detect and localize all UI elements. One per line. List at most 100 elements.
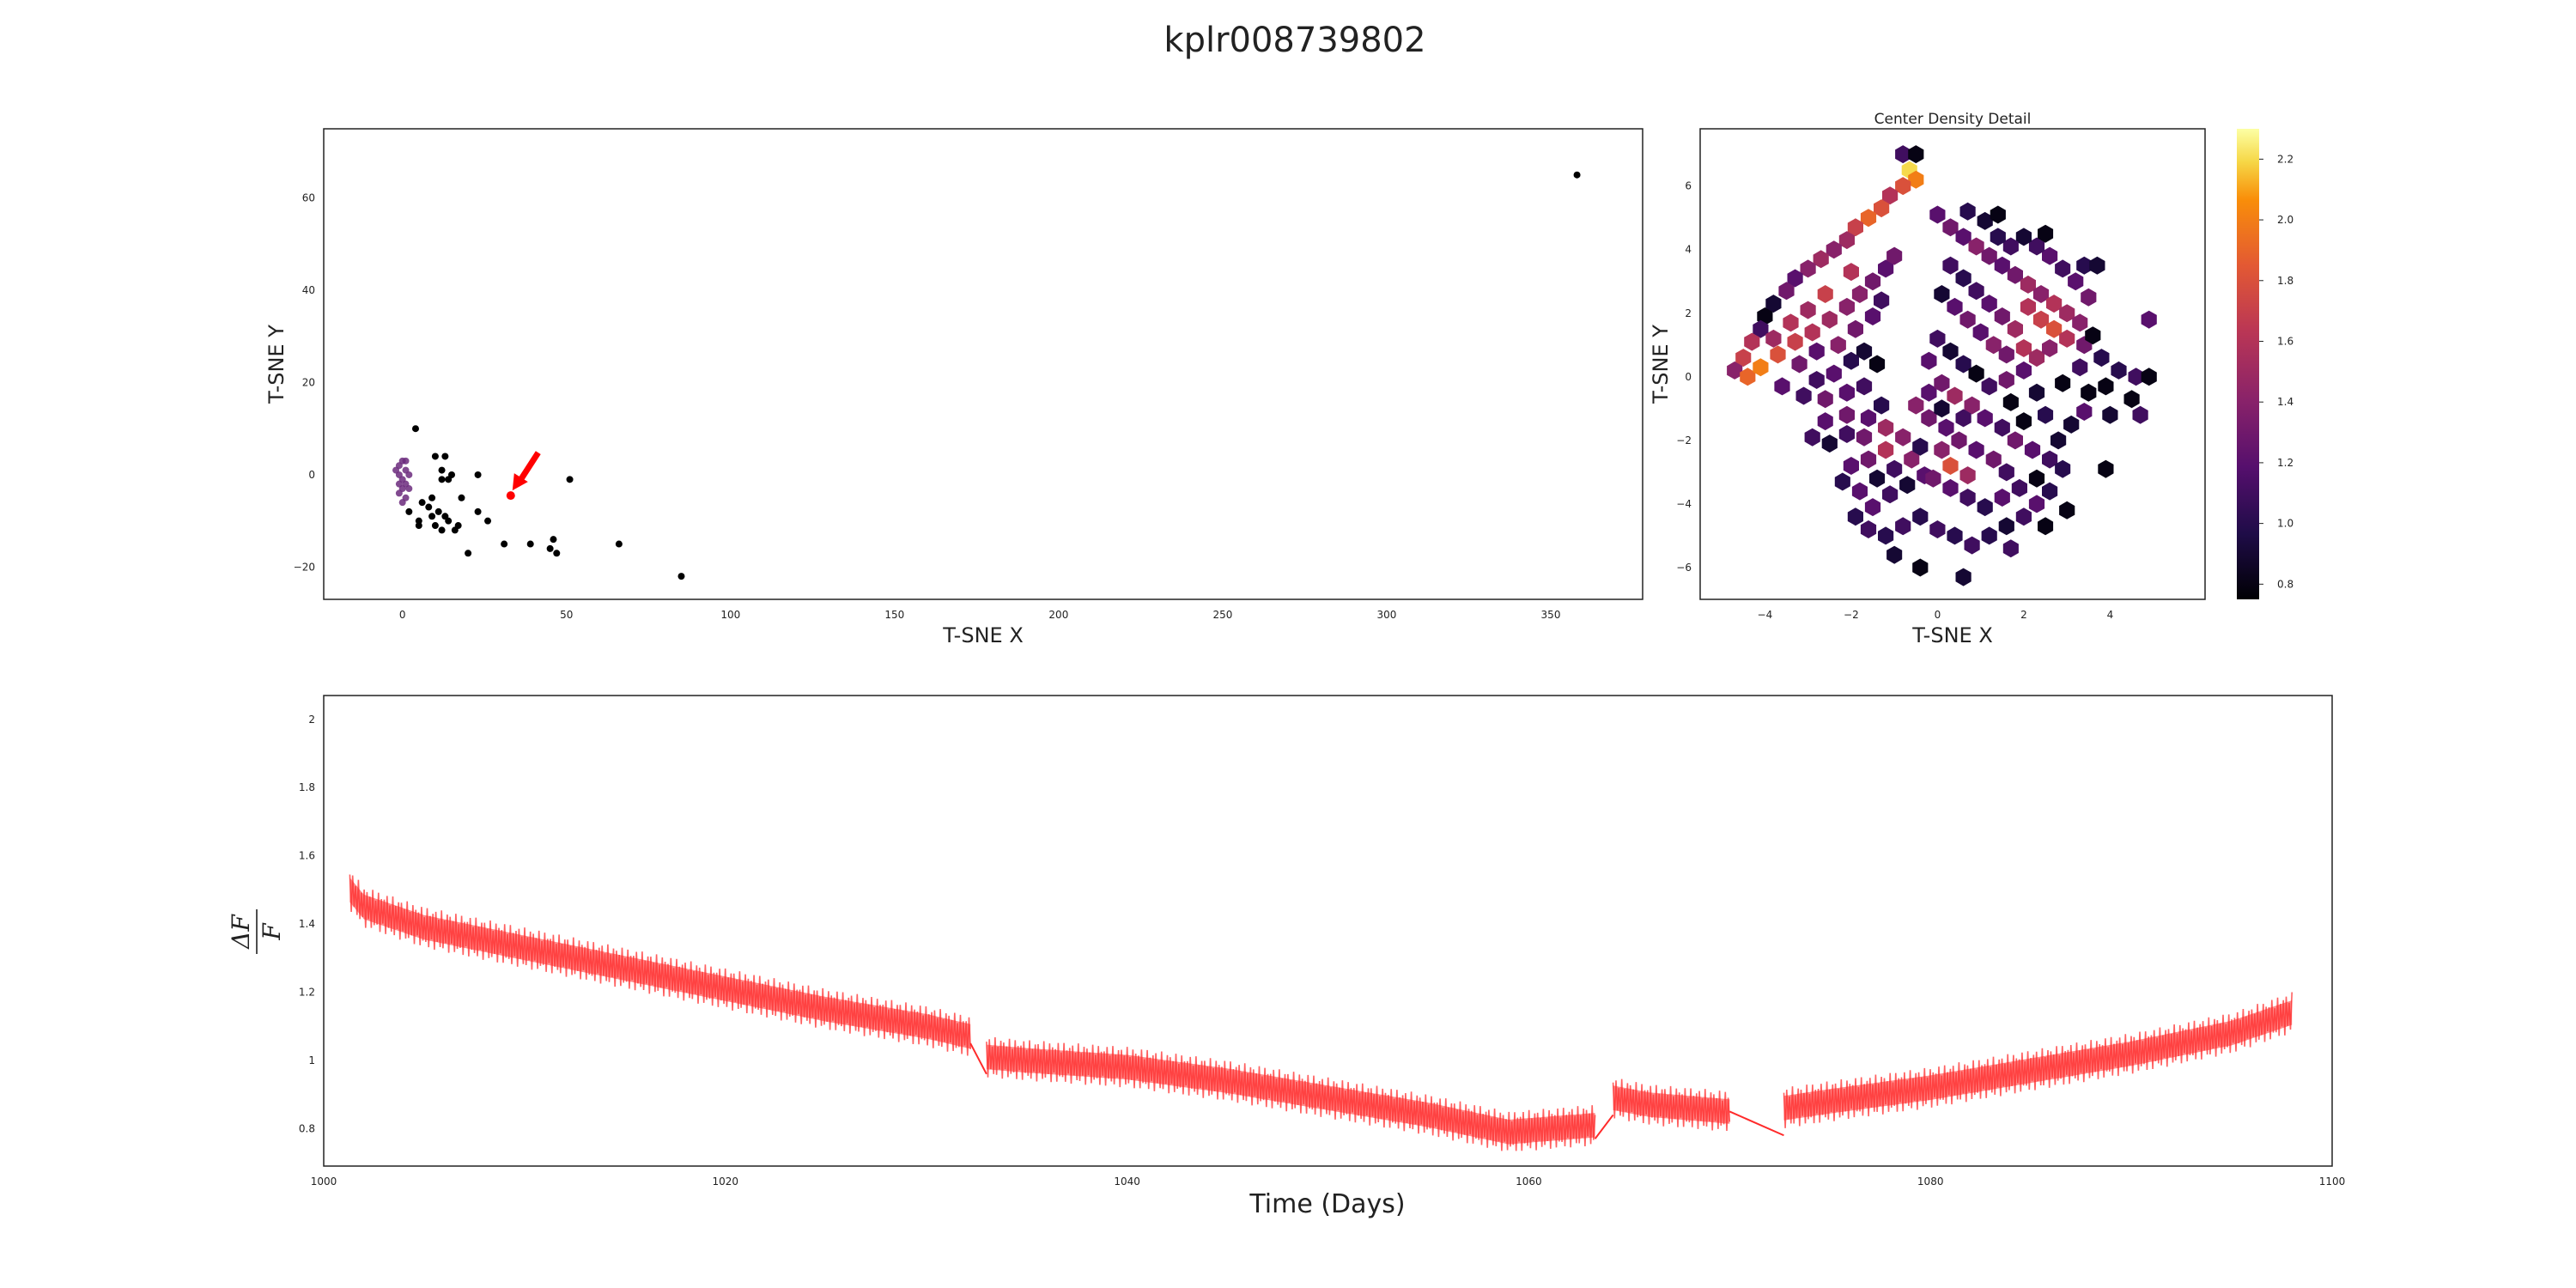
hexbin-cell xyxy=(2015,228,2032,246)
hexbin-cell xyxy=(2072,358,2088,377)
hexbin-cell xyxy=(1856,377,1873,396)
x-tick-label: 1000 xyxy=(311,1176,337,1188)
hexbin-cell xyxy=(2076,256,2093,275)
hexbin-cell xyxy=(1964,396,1980,415)
x-tick-label: 2 xyxy=(2020,609,2027,621)
hexbin-cell xyxy=(2089,256,2105,275)
hexbin-cell xyxy=(2123,390,2140,409)
y-tick-label: 1.4 xyxy=(299,918,315,930)
hexbin-cell xyxy=(1981,526,1997,545)
hexbin-cell xyxy=(1795,386,1812,405)
hexbin-cell xyxy=(2068,272,2084,291)
y-tick-label: 60 xyxy=(302,192,315,204)
hexbin-cell xyxy=(1994,489,2010,507)
hexbin-cell xyxy=(1942,256,1959,275)
hexbin-cell xyxy=(1990,205,2006,224)
hexbin-cell xyxy=(1800,301,1816,319)
tsne-overview-ticks: 0 50 100 150 200 250 300 350 −20 0 20 40 60 xyxy=(294,192,1561,621)
tsne-point xyxy=(411,425,419,433)
x-tick-label: 250 xyxy=(1212,609,1232,621)
hexbin-cell xyxy=(1864,498,1881,517)
tsne-point xyxy=(615,540,623,548)
hexbin-cell xyxy=(1753,319,1769,338)
hexbin-cell xyxy=(1934,374,1950,392)
hexbin-cell xyxy=(1838,405,1855,424)
hexbin-cell xyxy=(1955,269,1971,288)
tsne-point xyxy=(677,573,685,580)
colorbar xyxy=(2237,129,2259,599)
tsne-point xyxy=(484,517,492,525)
hexbin-cell xyxy=(1981,246,1997,265)
light-curve-ylabel: ΔF F xyxy=(227,909,286,954)
light-curve-series xyxy=(349,874,2293,1151)
density-inset-point xyxy=(405,485,413,493)
hexbin-cell xyxy=(2042,450,2058,469)
tsne-point xyxy=(526,540,534,548)
hexbin-cell xyxy=(2024,440,2041,459)
hexbin-cell xyxy=(2007,431,2023,450)
hexbin-cell xyxy=(1874,291,1890,310)
tsne-point xyxy=(434,507,442,515)
hexbin-cell xyxy=(1998,517,2014,536)
x-tick-label: 4 xyxy=(2107,609,2114,621)
hexbin-cell xyxy=(1765,329,1782,348)
hexbin-cell xyxy=(2059,304,2075,323)
tsne-point xyxy=(428,513,436,520)
hexbin-cell xyxy=(1959,489,1976,507)
x-tick-label: −2 xyxy=(1844,609,1859,621)
hexbin-cell xyxy=(1874,199,1890,218)
y-tick-label: 1.8 xyxy=(299,781,315,793)
hexbin-cell xyxy=(2055,374,2071,392)
hexbin-cell xyxy=(1968,440,1984,459)
hexbin-cell xyxy=(1864,307,1881,325)
hexbin-cell xyxy=(1744,332,1760,351)
hexbin-cell xyxy=(1869,469,1886,488)
hexbin-cell xyxy=(1727,361,1743,380)
x-tick-label: 1100 xyxy=(2319,1176,2346,1188)
hexbin-cell xyxy=(1921,409,1937,428)
highlight-point xyxy=(506,491,515,501)
hexbin-cell xyxy=(1765,295,1782,313)
hexbin-cell xyxy=(1843,457,1859,475)
hexbin-cell xyxy=(1804,323,1820,342)
hexbin-cell xyxy=(2007,265,2023,284)
hexbin-cell xyxy=(1977,211,1993,230)
hexbin-cell xyxy=(1959,310,1976,329)
tsne-overview-frame xyxy=(323,128,1643,600)
hexbin-cell xyxy=(1899,476,1916,495)
hexbin-cell xyxy=(2028,469,2045,488)
y-tick-label: −2 xyxy=(1676,434,1692,447)
tsne-point xyxy=(553,550,561,557)
hexbin-cell xyxy=(1942,478,1959,497)
tsne-point xyxy=(428,494,436,501)
light-curve-band xyxy=(1783,1000,2293,1121)
hexbin-cell xyxy=(1968,364,1984,383)
hexbin-cell xyxy=(1959,466,1976,485)
center-density-ticks: −4 −2 0 2 4 −6 −4 −2 0 2 4 6 xyxy=(1676,180,2113,621)
hexbin-cell xyxy=(1990,228,2006,246)
tsne-overview-xlabel: T-SNE X xyxy=(942,623,1024,647)
colorbar-tick-label: 1.0 xyxy=(2277,518,2293,530)
y-tick-label: 1 xyxy=(308,1054,315,1066)
hexbin-cell xyxy=(1834,472,1850,491)
x-tick-label: 1060 xyxy=(1516,1176,1542,1188)
hexbin-cell xyxy=(1843,263,1859,282)
tsne-point xyxy=(448,471,456,478)
hexbin-cell xyxy=(2076,403,2093,421)
colorbar-tick-label: 1.2 xyxy=(2277,457,2293,469)
y-tick-label: −6 xyxy=(1676,562,1692,574)
hexbin-cell xyxy=(1778,282,1795,301)
hexbin-cell xyxy=(2032,285,2050,303)
hexbin-cell xyxy=(1878,418,1894,437)
y-tick-label: −20 xyxy=(294,561,315,573)
hexbin-cell xyxy=(1994,307,2010,325)
hexbin-cell xyxy=(1934,399,1950,418)
hexbin-cell xyxy=(1817,285,1833,303)
hexbin-cell xyxy=(1985,336,2002,355)
hexbin-cell xyxy=(1968,282,1984,301)
hexbin-cell xyxy=(1791,355,1807,374)
hexbin-cell xyxy=(1925,469,1941,488)
ylabel-numerator: ΔF xyxy=(227,914,255,950)
hexbin-cell xyxy=(1770,345,1786,364)
